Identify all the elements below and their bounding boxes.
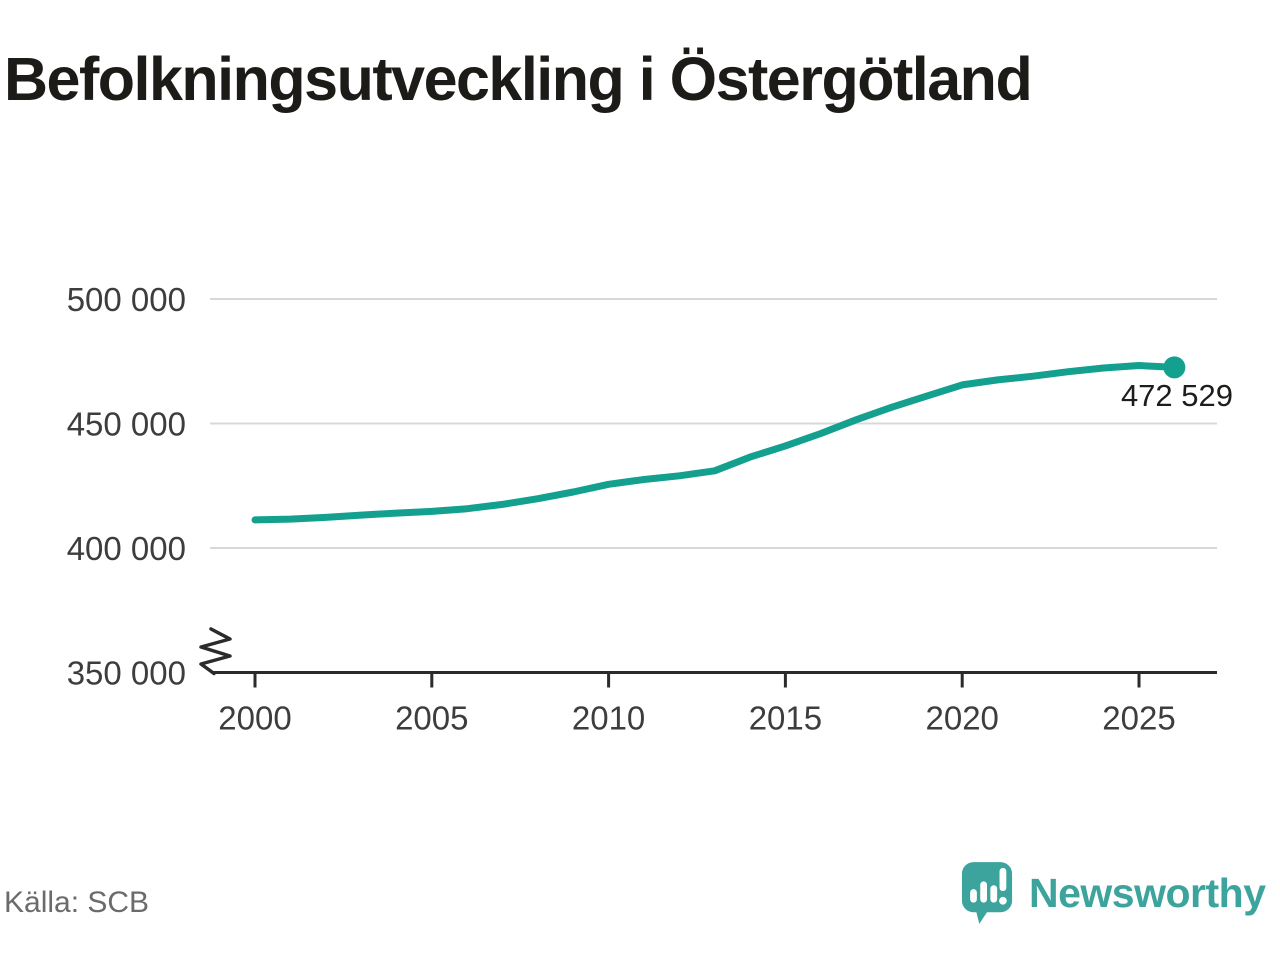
logo-exclamation-dot: [999, 896, 1007, 905]
population-line: [251, 362, 1178, 524]
logo-exclamation-bar: [999, 867, 1007, 892]
latest-value-label: 472 529: [1121, 378, 1233, 413]
x-axis-tick-label: 2000: [218, 700, 291, 737]
y-axis-break-icon: [199, 627, 232, 676]
y-axis-tick-label: 500 000: [67, 281, 186, 318]
latest-value-dot: [1163, 356, 1186, 379]
newsworthy-logo-text: Newsworthy: [1029, 869, 1266, 916]
x-axis-tick-label: 2010: [572, 700, 645, 737]
x-axis-tick-label: 2020: [925, 700, 998, 737]
page-title: Befolkningsutveckling i Östergötland: [4, 45, 1033, 113]
y-axis-tick-label: 350 000: [67, 655, 186, 692]
logo-bar-short: [970, 889, 977, 903]
x-axis-tick-label: 2005: [395, 700, 468, 737]
x-axis-tick-label: 2015: [749, 700, 822, 737]
y-axis-tick-label: 450 000: [67, 406, 186, 443]
source-label: Källa: SCB: [4, 886, 150, 919]
logo-bar-medium: [990, 885, 998, 903]
newsworthy-logo-icon: [961, 862, 1013, 924]
newsworthy-logo: Newsworthy: [960, 860, 1266, 926]
logo-bar-tall: [980, 881, 987, 903]
y-axis-tick-label: 400 000: [67, 530, 186, 567]
x-axis-tick-label: 2025: [1102, 700, 1175, 737]
